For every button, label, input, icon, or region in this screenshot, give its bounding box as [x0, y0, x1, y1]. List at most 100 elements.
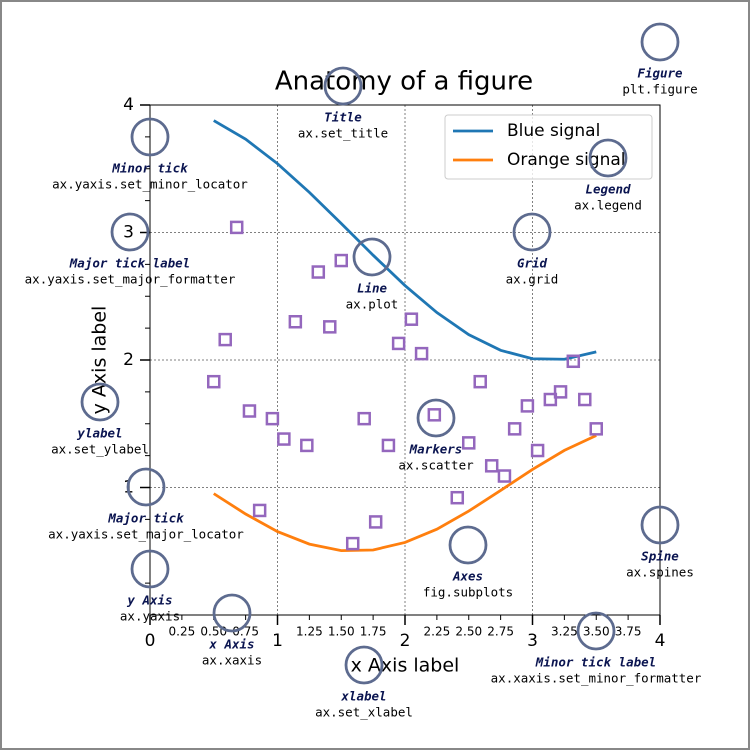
x-minor-tick-label: 2.75	[487, 625, 514, 639]
annotation-circle	[640, 505, 680, 545]
annotation-code: ax.grid	[506, 272, 559, 287]
annotation-code: ax.xaxis	[202, 653, 262, 668]
annotation-label: y Axis	[126, 593, 172, 608]
marker	[414, 346, 429, 361]
annotation-code: ax.plot	[346, 297, 399, 312]
line	[212, 434, 597, 553]
annotation-code: plt.figure	[622, 82, 697, 97]
marker	[252, 503, 267, 518]
annotation-circle	[352, 237, 392, 277]
legend-label: Blue signal	[507, 121, 600, 141]
annotation-code: ax.set_title	[298, 126, 388, 141]
annotation-code: ax.yaxis	[120, 609, 180, 624]
x-minor-tick-label: 1.75	[360, 625, 387, 639]
y-tick-label: 3	[123, 223, 134, 243]
annotation-label: Figure	[637, 66, 683, 81]
marker	[207, 374, 221, 389]
chart-title: Anatomy of a figure	[275, 67, 533, 97]
annotation-circle	[80, 382, 120, 422]
annotation-label: Grid	[517, 256, 548, 271]
x-minor-tick-label: 2.25	[424, 625, 451, 639]
annotation-code: ax.set_ylabel	[51, 442, 149, 457]
annotation-code: ax.yaxis.set_minor_locator	[52, 177, 248, 192]
marker	[404, 312, 419, 326]
marker	[543, 392, 558, 407]
annotation-label: Major tick label	[69, 256, 190, 271]
y-tick-label: 4	[123, 95, 134, 115]
marker	[311, 265, 326, 279]
annotation-code: ax.set_xlabel	[315, 705, 413, 720]
annotation-label: ylabel	[76, 426, 122, 441]
annotation-code: ax.yaxis.set_major_formatter	[25, 272, 236, 287]
annotation-label: Spine	[641, 549, 679, 564]
annotation-label: Minor tick	[111, 161, 188, 176]
marker	[578, 392, 592, 407]
marker	[391, 336, 406, 351]
annotation-circle	[323, 66, 363, 106]
x-minor-tick-label: 3.25	[551, 625, 578, 639]
annotation-label: Markers	[409, 442, 463, 457]
annotation-code: ax.legend	[574, 198, 642, 213]
annotation-circle	[512, 212, 552, 252]
marker	[530, 443, 545, 458]
marker	[218, 332, 232, 347]
x-tick-label: 4	[655, 631, 666, 651]
legend-label: Orange signal	[507, 150, 626, 170]
legend-frame	[444, 114, 653, 180]
marker	[368, 515, 383, 529]
annotation-circle	[640, 22, 680, 62]
marker	[288, 315, 303, 329]
y-tick-label: 2	[123, 350, 134, 370]
annotation-circle	[576, 611, 616, 651]
annotation-label: Title	[324, 110, 362, 125]
marker	[265, 411, 280, 426]
annotation-circle	[126, 467, 166, 507]
marker	[323, 320, 337, 334]
marker	[473, 374, 487, 389]
annotation-code: ax.yaxis.set_major_locator	[48, 527, 244, 542]
annotation-circle	[416, 398, 456, 438]
annotation-label: Axes	[452, 569, 483, 584]
marker	[450, 490, 465, 505]
marker	[462, 436, 476, 450]
marker	[300, 438, 314, 453]
annotation-code: ax.xaxis.set_minor_formatter	[491, 671, 702, 686]
x-minor-tick-label: 1.50	[328, 625, 355, 639]
annotation-circle	[448, 525, 488, 565]
x-minor-tick-label: 3.50	[583, 625, 610, 639]
annotation-circle	[130, 117, 170, 157]
annotation-label: x Axis	[208, 637, 254, 652]
x-axis-label: x Axis label	[351, 655, 460, 677]
annotation-label: Minor tick label	[535, 655, 656, 670]
x-minor-tick-label: 1.25	[296, 625, 323, 639]
marker	[589, 422, 603, 436]
x-tick-label: 1	[272, 631, 283, 651]
annotation-label: Major tick	[107, 511, 184, 526]
annotation-circle	[130, 549, 170, 589]
x-minor-tick-label: 3.75	[615, 625, 642, 639]
marker	[566, 354, 581, 369]
marker	[427, 408, 442, 422]
y-axis-label: y Axis label	[89, 306, 111, 415]
x-minor-tick-label: 0.75	[232, 625, 259, 639]
marker	[484, 459, 499, 473]
x-tick-label: 0	[145, 631, 156, 651]
x-minor-tick-label: 0.25	[169, 625, 196, 639]
marker	[497, 469, 512, 483]
marker	[507, 422, 522, 436]
marker	[381, 438, 396, 453]
annotation-code: ax.scatter	[398, 458, 474, 473]
annotation-code: fig.subplots	[423, 585, 513, 600]
x-minor-tick-label: 2.50	[455, 625, 482, 639]
marker	[277, 432, 291, 446]
marker	[229, 220, 244, 235]
annotation-circle	[212, 593, 252, 633]
x-tick-label: 2	[400, 631, 411, 651]
annotation-code: ax.spines	[626, 565, 694, 580]
marker	[357, 411, 371, 426]
marker	[334, 253, 348, 268]
annotation-label: Legend	[585, 182, 631, 197]
marker	[553, 385, 568, 399]
line	[213, 119, 597, 361]
